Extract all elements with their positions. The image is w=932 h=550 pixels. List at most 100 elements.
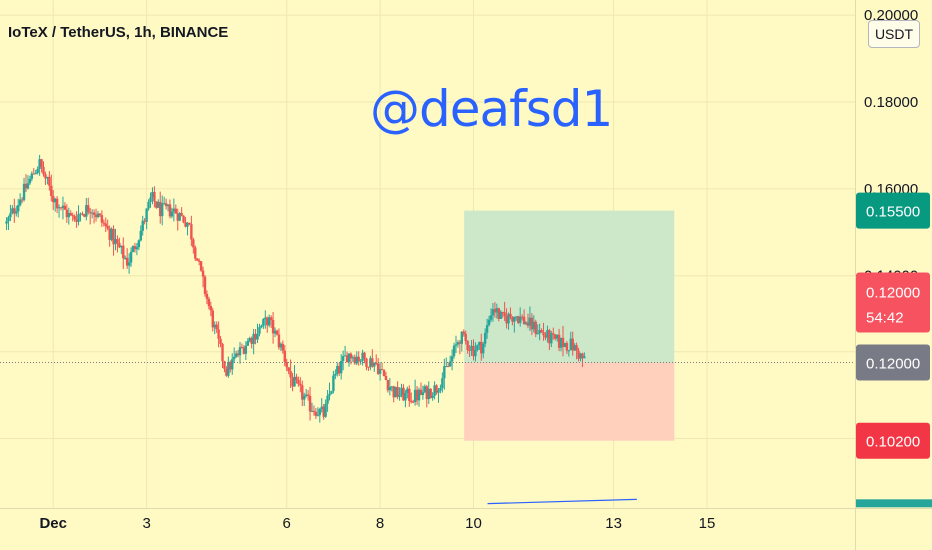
candle-body bbox=[120, 245, 123, 248]
candle-body bbox=[18, 199, 22, 206]
candle-body bbox=[46, 176, 49, 179]
candle-body bbox=[246, 341, 249, 346]
candle-body bbox=[303, 395, 306, 400]
candle-body bbox=[423, 386, 427, 393]
candle-body bbox=[554, 334, 557, 339]
candle-body bbox=[425, 386, 428, 400]
candle-body bbox=[417, 389, 421, 401]
candle-body bbox=[433, 385, 436, 396]
candle-body bbox=[124, 257, 127, 259]
candle-body bbox=[524, 322, 528, 325]
candle-body bbox=[334, 373, 337, 376]
candle-body bbox=[42, 166, 45, 175]
candle-body bbox=[201, 270, 205, 277]
candle-body bbox=[489, 315, 493, 320]
candle-body bbox=[326, 395, 329, 404]
time-tick-label: 3 bbox=[142, 515, 150, 532]
candle-body bbox=[184, 222, 187, 227]
price-tick-label: 0.18000 bbox=[864, 94, 918, 111]
candle-body bbox=[343, 355, 347, 357]
candle-body bbox=[131, 246, 135, 252]
candle-body bbox=[135, 247, 139, 250]
price-label-timer-text: 0.12000 bbox=[866, 285, 920, 302]
candle-body bbox=[509, 313, 512, 318]
candle-body bbox=[445, 366, 448, 368]
candle-body bbox=[160, 203, 164, 217]
candle-body bbox=[178, 212, 181, 221]
candle-body bbox=[143, 220, 146, 222]
candle-body bbox=[22, 183, 26, 200]
candle-body bbox=[273, 330, 277, 334]
candle-body bbox=[110, 228, 113, 240]
candle-body bbox=[314, 411, 318, 416]
time-tick-label: 6 bbox=[283, 515, 291, 532]
candle-body bbox=[268, 317, 271, 326]
candle-body bbox=[264, 317, 267, 320]
candle-body bbox=[24, 183, 28, 189]
candle-body bbox=[168, 204, 172, 217]
candle-body bbox=[293, 376, 296, 387]
candle-body bbox=[458, 342, 462, 344]
candle-body bbox=[299, 383, 302, 386]
candle-body bbox=[464, 333, 467, 342]
candle-body bbox=[408, 388, 411, 401]
profit-target-zone bbox=[464, 210, 675, 363]
candle-body bbox=[172, 208, 176, 212]
candle-body bbox=[36, 168, 39, 174]
trend-line-marker bbox=[856, 499, 932, 508]
candle-body bbox=[34, 173, 37, 175]
candle-body bbox=[567, 350, 571, 352]
candle-body bbox=[52, 196, 55, 203]
candle-body bbox=[217, 329, 220, 339]
candle-body bbox=[330, 391, 333, 394]
candle-body bbox=[40, 159, 43, 167]
candle-body bbox=[530, 317, 534, 330]
candle-body bbox=[345, 355, 349, 363]
candle-body bbox=[59, 207, 63, 209]
candle-body bbox=[162, 203, 166, 205]
candle-body bbox=[240, 347, 244, 349]
candle-body bbox=[285, 361, 288, 368]
candle-body bbox=[548, 330, 551, 344]
price-label-timer bbox=[856, 272, 930, 333]
candle-body bbox=[242, 347, 246, 354]
candle-body bbox=[581, 353, 584, 359]
candle-body bbox=[269, 317, 273, 320]
candle-body bbox=[211, 310, 214, 328]
candle-body bbox=[577, 350, 580, 359]
candle-body bbox=[552, 333, 555, 335]
currency-unit-button[interactable]: USDT bbox=[868, 20, 920, 48]
price-label-current bbox=[856, 344, 930, 381]
candle-body bbox=[209, 306, 213, 311]
candle-body bbox=[338, 365, 341, 374]
candle-body bbox=[526, 322, 530, 326]
candle-body bbox=[559, 337, 563, 348]
candle-body bbox=[398, 395, 401, 397]
candle-body bbox=[77, 214, 80, 222]
candle-body bbox=[550, 333, 553, 344]
candle-body bbox=[452, 345, 456, 357]
candle-body bbox=[127, 262, 131, 266]
candle-body bbox=[236, 353, 240, 356]
candle-body bbox=[441, 378, 444, 389]
candle-body bbox=[437, 390, 440, 393]
candle-body bbox=[511, 317, 514, 322]
candle-body bbox=[415, 389, 419, 401]
candle-body bbox=[5, 221, 8, 224]
candle-body bbox=[439, 388, 442, 391]
price-label-stop-text: 0.10200 bbox=[866, 434, 920, 451]
candle-body bbox=[129, 251, 133, 263]
candle-body bbox=[460, 331, 464, 344]
candle-body bbox=[108, 228, 111, 240]
candle-body bbox=[497, 308, 500, 319]
time-tick-label: 8 bbox=[376, 515, 384, 532]
candle-body bbox=[474, 349, 477, 357]
candle-body bbox=[429, 388, 432, 398]
candle-body bbox=[15, 211, 18, 214]
candle-body bbox=[94, 214, 98, 218]
candle-body bbox=[470, 345, 473, 351]
candle-body bbox=[50, 185, 53, 197]
candle-body bbox=[63, 205, 67, 210]
candle-body bbox=[73, 216, 76, 220]
